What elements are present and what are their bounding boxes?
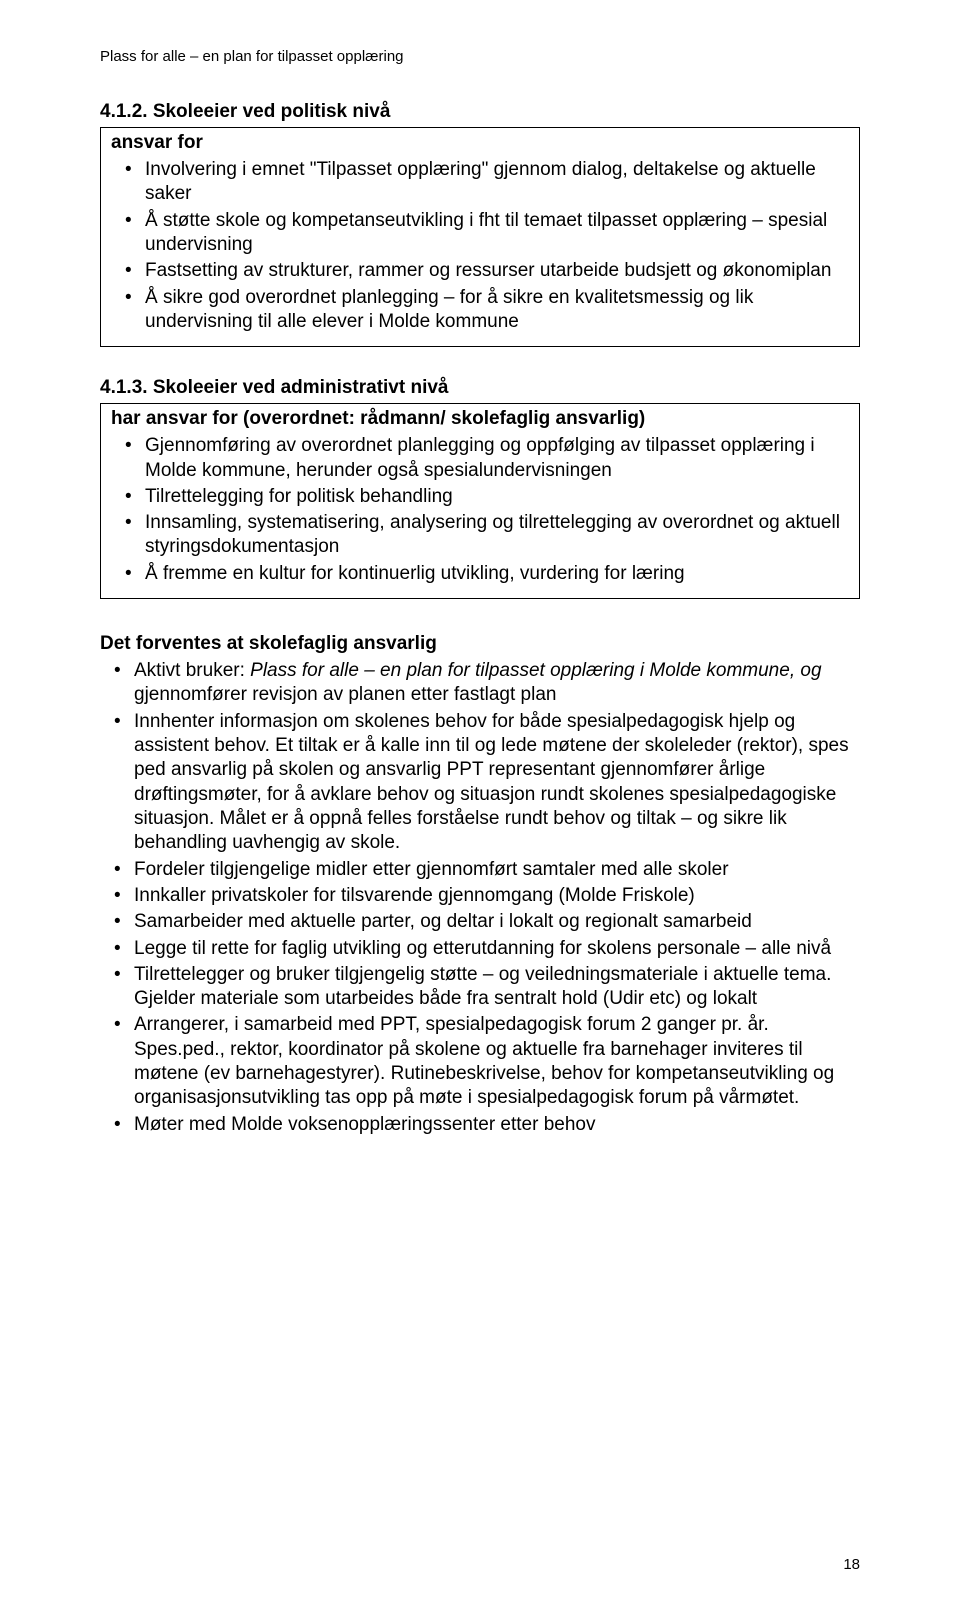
- list-item-suffix: gjennomfører revisjon av planen etter fa…: [134, 684, 556, 705]
- section-413-heading: 4.1.3. Skoleeier ved administrativt nivå: [100, 377, 860, 399]
- section-412-list: Involvering i emnet "Tilpasset opplæring…: [111, 158, 849, 334]
- section-413-box-title: har ansvar for (overordnet: rådmann/ sko…: [111, 408, 849, 430]
- list-item: Legge til rette for faglig utvikling og …: [100, 937, 860, 961]
- list-item: Arrangerer, i samarbeid med PPT, spesial…: [100, 1013, 860, 1110]
- list-item: Innhenter informasjon om skolenes behov …: [100, 710, 860, 856]
- list-item: Tilrettelegging for politisk behandling: [111, 485, 849, 509]
- list-item: Samarbeider med aktuelle parter, og delt…: [100, 910, 860, 934]
- page: Plass for alle – en plan for tilpasset o…: [0, 0, 960, 1601]
- section-412-heading: 4.1.2. Skoleeier ved politisk nivå: [100, 101, 860, 123]
- list-item: Innkaller privatskoler for tilsvarende g…: [100, 884, 860, 908]
- list-item: Aktivt bruker: Plass for alle – en plan …: [100, 659, 860, 708]
- list-item: Gjennomføring av overordnet planlegging …: [111, 434, 849, 483]
- list-item: Å støtte skole og kompetanseutvikling i …: [111, 209, 849, 258]
- list-item: Fastsetting av strukturer, rammer og res…: [111, 259, 849, 283]
- section-413-list: Gjennomføring av overordnet planlegging …: [111, 434, 849, 586]
- expectations-heading: Det forventes at skolefaglig ansvarlig: [100, 633, 860, 655]
- list-item-italic: Plass for alle – en plan for tilpasset o…: [250, 660, 821, 681]
- running-header: Plass for alle – en plan for tilpasset o…: [100, 48, 860, 65]
- page-number: 18: [843, 1556, 860, 1573]
- list-item: Møter med Molde voksenopplæringssenter e…: [100, 1113, 860, 1137]
- list-item: Å fremme en kultur for kontinuerlig utvi…: [111, 562, 849, 586]
- section-412-box: ansvar for Involvering i emnet "Tilpasse…: [100, 127, 860, 347]
- section-412-box-title: ansvar for: [111, 132, 849, 154]
- section-413-box: har ansvar for (overordnet: rådmann/ sko…: [100, 403, 860, 599]
- list-item: Å sikre god overordnet planlegging – for…: [111, 286, 849, 335]
- list-item: Innsamling, systematisering, analysering…: [111, 511, 849, 560]
- expectations-list: Aktivt bruker: Plass for alle – en plan …: [100, 659, 860, 1137]
- list-item: Involvering i emnet "Tilpasset opplæring…: [111, 158, 849, 207]
- list-item: Tilrettelegger og bruker tilgjengelig st…: [100, 963, 860, 1012]
- list-item-prefix: Aktivt bruker:: [134, 660, 250, 681]
- list-item: Fordeler tilgjengelige midler etter gjen…: [100, 858, 860, 882]
